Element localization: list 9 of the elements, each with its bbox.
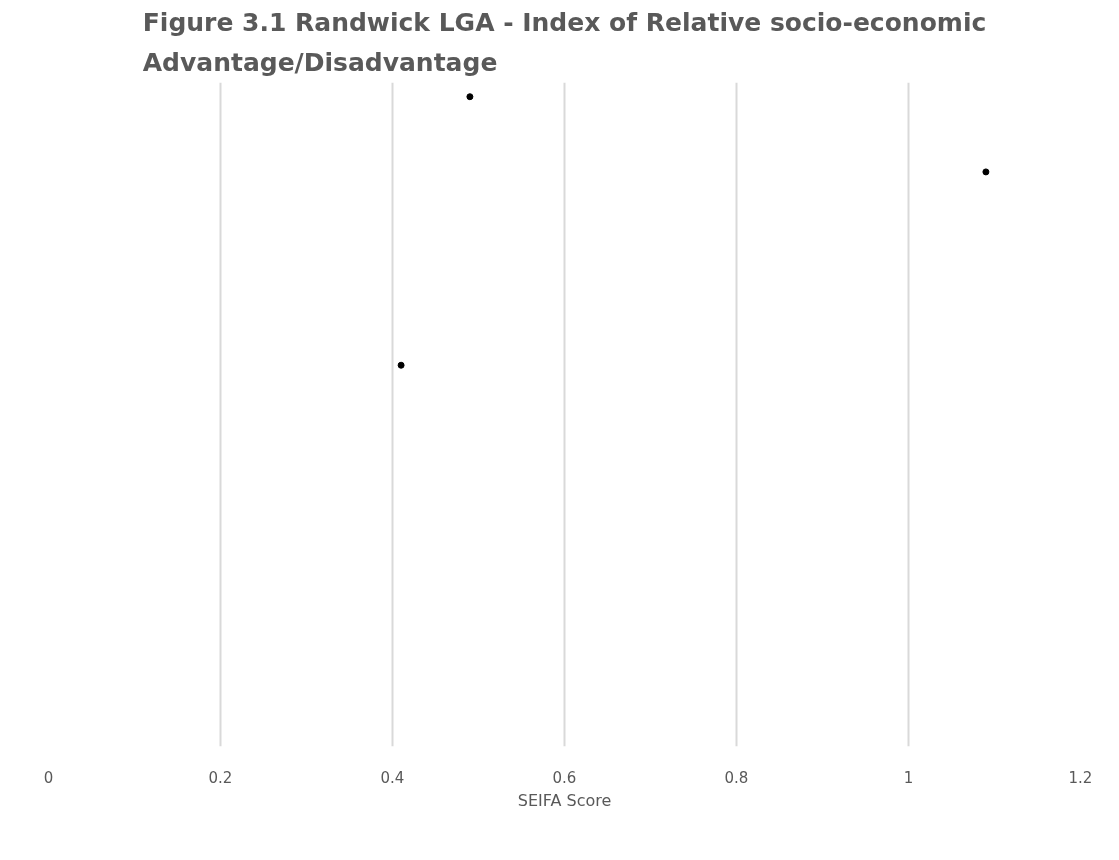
chart-title: Figure 3.1 Randwick LGA - Index of Relative socio-economic Advantage/Disadvantage <box>142 7 987 78</box>
x-tick-label: 1 <box>903 768 914 787</box>
x-tick-label: 0.2 <box>208 768 233 787</box>
x-tick-label: 0 <box>43 768 54 787</box>
x-tick-label: 0.4 <box>380 768 405 787</box>
x-axis-title: SEIFA Score <box>517 790 612 810</box>
x-tick-label: 0.6 <box>552 768 577 787</box>
x-tick-label: 0.8 <box>724 768 749 787</box>
x-tick-label: 1.2 <box>1068 768 1093 787</box>
